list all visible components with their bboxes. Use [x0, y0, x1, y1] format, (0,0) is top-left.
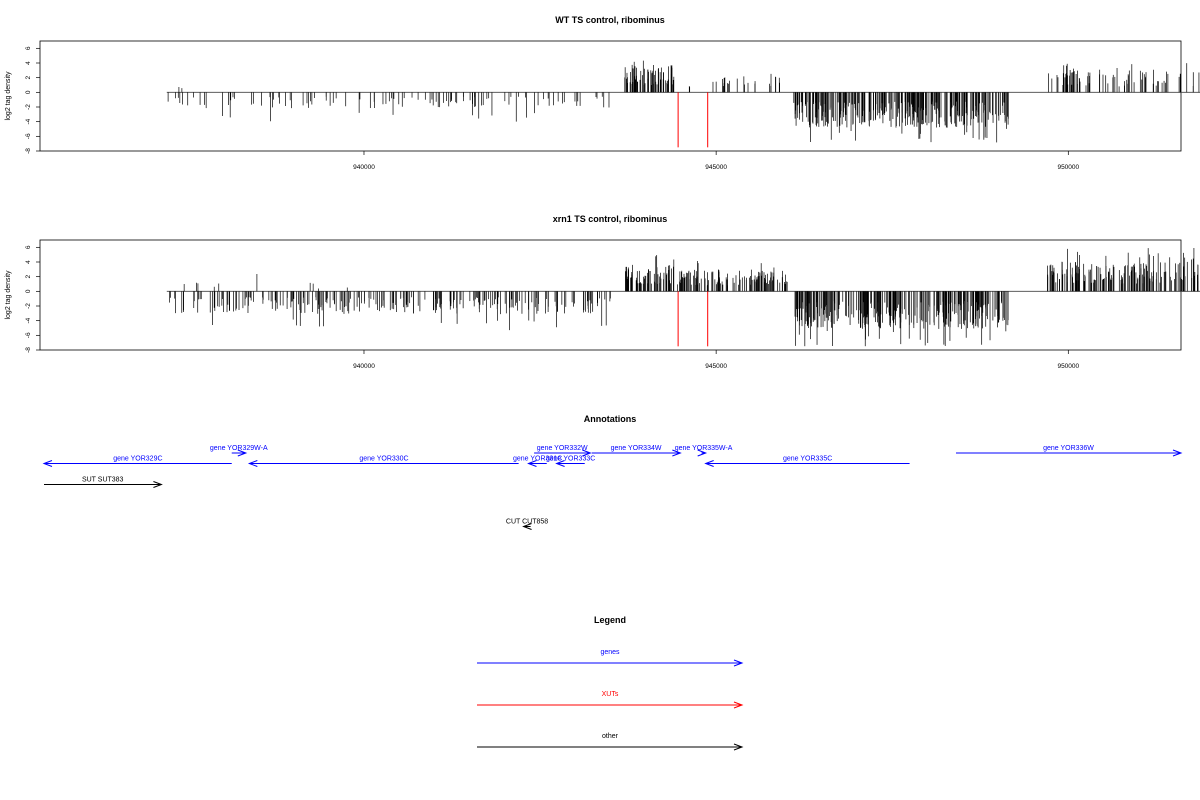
legend-arrow: [477, 701, 744, 709]
plot-frame: [39, 40, 1182, 152]
y-axis-label: log2 tag density: [5, 270, 12, 320]
plot-frame: [39, 239, 1182, 351]
y-tick-label: -6: [25, 133, 32, 139]
xrn1-ts-control-panel: xrn1 TS control, ribominus log2 tag dens…: [5, 214, 1200, 370]
feature-arrow: [42, 460, 232, 467]
legend-label: other: [602, 733, 619, 740]
y-tick-label: 2: [25, 274, 32, 278]
feature-arrow: [527, 460, 547, 467]
y-tick-label: -8: [25, 347, 32, 353]
feature-arrow: [44, 481, 163, 488]
wt-ts-control-panel: WT TS control, ribominus log2 tag densit…: [5, 15, 1200, 171]
legend-items: genes XUTs other: [477, 649, 744, 751]
legend-arrow: [477, 743, 744, 751]
y-tick-label: 2: [25, 75, 32, 79]
feature-arrow: [704, 460, 910, 467]
feature-label: SUT SUT383: [82, 477, 124, 484]
feature-arrow: [697, 449, 708, 457]
y-tick-label: 6: [25, 46, 32, 50]
feature-label: gene YOR329C: [113, 456, 162, 463]
y-tick-label: 0: [25, 90, 32, 94]
feature-arrow: [522, 523, 532, 530]
feature-label: gene YOR334W: [611, 445, 662, 452]
feature-label: gene YOR335C: [783, 456, 832, 463]
feature-label: gene YOR335W-A: [675, 445, 733, 452]
feature-label: gene YOR329W-A: [210, 445, 268, 452]
red-markers: [677, 92, 709, 148]
red-markers: [677, 291, 709, 347]
y-tick-label: -6: [25, 332, 32, 338]
feature-arrow: [955, 449, 1183, 457]
x-tick-label: 950000: [1057, 164, 1079, 171]
y-tick-label: 0: [25, 289, 32, 293]
x-axis: 940000 945000 950000: [353, 151, 1080, 171]
feature-arrow: [591, 449, 682, 457]
legend-label: XUTs: [602, 691, 619, 698]
y-tick-label: -2: [25, 104, 32, 110]
feature-label: gene YOR336W: [1043, 445, 1094, 452]
y-axis-label: log2 tag density: [5, 71, 12, 121]
signal-bars: [166, 60, 1200, 143]
x-tick-label: 945000: [705, 164, 727, 171]
x-tick-label: 945000: [705, 363, 727, 370]
feature-arrow: [231, 449, 248, 457]
feature-label: gene YOR331C: [513, 456, 562, 463]
feature-label: gene YOR330C: [359, 456, 408, 463]
legend-label: genes: [600, 649, 620, 656]
annotations-title: Annotations: [584, 414, 637, 424]
feature-label: gene YOR332W: [537, 445, 588, 452]
x-tick-label: 940000: [353, 164, 375, 171]
feature-label: CUT CUT858: [506, 519, 548, 526]
y-tick-label: 4: [25, 260, 32, 264]
panel-title: WT TS control, ribominus: [555, 15, 665, 25]
legend-title: Legend: [594, 615, 626, 625]
y-tick-label: -4: [25, 317, 32, 323]
y-axis: 6 4 2 0 -2 -4 -6 -8: [25, 46, 40, 154]
x-tick-label: 950000: [1057, 363, 1079, 370]
signal-bars: [166, 247, 1200, 347]
feature-arrow: [534, 449, 592, 457]
y-axis: 6 4 2 0 -2 -4 -6 -8: [25, 245, 40, 353]
panel-title: xrn1 TS control, ribominus: [553, 214, 668, 224]
x-tick-label: 940000: [353, 363, 375, 370]
feature-arrow: [247, 460, 519, 467]
legend-arrow: [477, 659, 744, 667]
feature-arrows: gene YOR329C gene YOR329W-A gene YOR330C ge…: [42, 445, 1183, 530]
y-tick-label: 4: [25, 61, 32, 65]
y-tick-label: -4: [25, 118, 32, 124]
y-tick-label: -2: [25, 303, 32, 309]
feature-arrow: [555, 460, 585, 467]
y-tick-label: -8: [25, 148, 32, 154]
legend: Legend genes XUTs other: [477, 615, 744, 751]
y-tick-label: 6: [25, 245, 32, 249]
x-axis: 940000 945000 950000: [353, 350, 1080, 370]
feature-label: gene YOR333C: [546, 456, 595, 463]
